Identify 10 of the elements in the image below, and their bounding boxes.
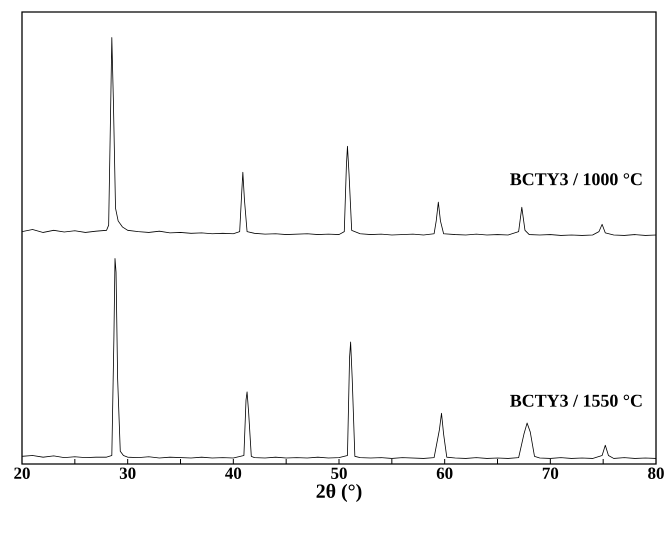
x-tick-label: 80 <box>648 468 664 479</box>
x-axis-title: 2θ (°) <box>316 484 362 502</box>
x-tick-label: 40 <box>225 468 242 479</box>
x-tick-label: 20 <box>14 468 30 479</box>
x-tick-label: 30 <box>120 468 136 479</box>
x-tick-label: 70 <box>542 468 558 479</box>
x-tick-label: 50 <box>331 468 347 479</box>
series-label: BCTY3 / 1550 °C <box>510 394 642 407</box>
series-label: BCTY3 / 1000 °C <box>510 173 642 186</box>
x-tick-label: 60 <box>436 468 452 479</box>
